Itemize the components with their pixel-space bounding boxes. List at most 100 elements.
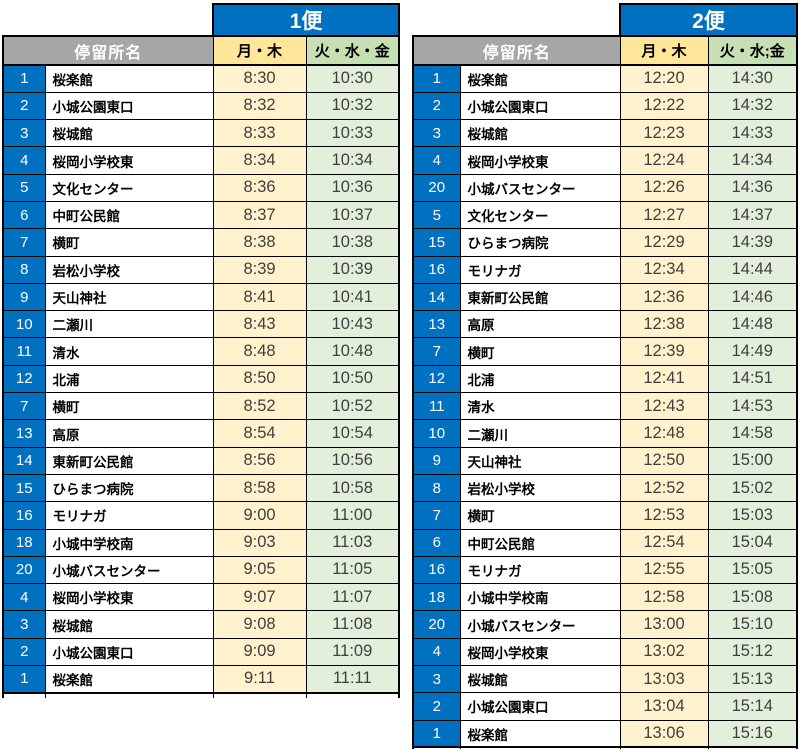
stop-name: 小城バスセンター [459, 610, 621, 639]
stop-name: 天山神社 [44, 282, 214, 312]
time-tue-wed-fri: 10:52 [305, 392, 400, 421]
time-tue-wed-fri: 11:05 [305, 555, 400, 585]
time-mon-thu: 12:53 [619, 501, 709, 530]
stop-name: 桜城館 [44, 610, 214, 639]
stop-name: 中町公民館 [44, 200, 214, 230]
time-tue-wed-fri: 14:34 [707, 146, 798, 175]
time-tue-wed-fri: 15:02 [707, 473, 798, 503]
time-tue-wed-fri: 15:04 [707, 528, 798, 557]
stop-number: 12 [2, 364, 46, 394]
stop-number: 20 [412, 173, 461, 202]
stop-number: 5 [2, 173, 46, 202]
table-row: 5 文化センター 12:27 14:37 [412, 200, 798, 230]
time-tue-wed-fri: 10:56 [305, 446, 400, 475]
stop-name: 桜岡小学校東 [44, 583, 214, 612]
stop-number: 10 [2, 310, 46, 339]
stop-name: 桜城館 [459, 665, 621, 694]
table-row: 3 桜城館 12:23 14:33 [412, 119, 798, 148]
time-tue-wed-fri: 14:48 [707, 310, 798, 339]
time-mon-thu: 8:58 [212, 473, 307, 503]
cropped-gridline-stub [2, 692, 400, 698]
time-mon-thu: 12:34 [619, 255, 709, 284]
stop-name: 小城公園東口 [44, 91, 214, 121]
time-tue-wed-fri: 10:43 [305, 310, 400, 339]
stop-name: 小城バスセンター [44, 555, 214, 585]
time-mon-thu: 13:06 [619, 719, 709, 749]
time-tue-wed-fri: 14:32 [707, 91, 798, 121]
time-mon-thu: 12:23 [619, 119, 709, 148]
time-mon-thu: 8:52 [212, 392, 307, 421]
table-row: 20 小城バスセンター 9:05 11:05 [2, 555, 400, 585]
table-row: 3 桜城館 8:33 10:33 [2, 119, 400, 148]
time-mon-thu: 12:39 [619, 337, 709, 366]
trip-2-header: 2便 [619, 3, 798, 37]
time-mon-thu: 12:36 [619, 282, 709, 312]
stop-number: 9 [2, 282, 46, 312]
time-mon-thu: 8:32 [212, 91, 307, 121]
table-row: 7 横町 12:39 14:49 [412, 337, 798, 366]
table-row: 20 小城バスセンター 13:00 15:10 [412, 610, 798, 639]
stop-number: 7 [2, 228, 46, 257]
stop-number: 4 [412, 637, 461, 667]
blank-corner [3, 4, 213, 36]
stop-number: 7 [412, 337, 461, 366]
table-row: 11 清水 12:43 14:53 [412, 392, 798, 421]
table-row: 4 桜岡小学校東 13:02 15:12 [412, 637, 798, 667]
stop-name: 横町 [44, 228, 214, 257]
time-tue-wed-fri: 15:14 [707, 692, 798, 721]
stop-number: 20 [2, 555, 46, 585]
table-row: 7 横町 8:38 10:38 [2, 228, 400, 257]
time-mon-thu: 9:11 [212, 665, 307, 694]
time-tue-wed-fri: 15:10 [707, 610, 798, 639]
table-row: 2 小城公園東口 13:04 15:14 [412, 692, 798, 721]
column-header-row: 停留所名 月・木 火・水・金 [2, 35, 400, 66]
trip-1-header: 1便 [212, 3, 400, 37]
stop-name: 桜楽館 [459, 719, 621, 749]
table-row: 3 桜城館 13:03 15:13 [412, 665, 798, 694]
stop-name: 岩松小学校 [44, 255, 214, 284]
time-mon-thu: 8:34 [212, 146, 307, 175]
time-mon-thu: 9:07 [212, 583, 307, 612]
stop-name: 横町 [459, 337, 621, 366]
time-tue-wed-fri: 10:58 [305, 473, 400, 503]
stop-name: 桜城館 [44, 119, 214, 148]
time-tue-wed-fri: 10:54 [305, 419, 400, 448]
time-tue-wed-fri: 10:41 [305, 282, 400, 312]
time-mon-thu: 12:52 [619, 473, 709, 503]
column-header-row: 停留所名 月・木 火・水;金 [412, 35, 798, 66]
table-row: 20 小城バスセンター 12:26 14:36 [412, 173, 798, 202]
table-row: 1 桜楽館 13:06 15:16 [412, 719, 798, 749]
stop-name-header: 停留所名 [412, 35, 621, 66]
time-tue-wed-fri: 11:03 [305, 528, 400, 557]
table-row: 14 東新町公民館 8:56 10:56 [2, 446, 400, 475]
time-mon-thu: 13:03 [619, 665, 709, 694]
table-row: 2 小城公園東口 9:09 11:09 [2, 637, 400, 667]
stop-number: 15 [2, 473, 46, 503]
table-row: 13 高原 8:54 10:54 [2, 419, 400, 448]
time-mon-thu: 12:54 [619, 528, 709, 557]
time-tue-wed-fri: 15:08 [707, 583, 798, 612]
table-row: 6 中町公民館 8:37 10:37 [2, 200, 400, 230]
table-row: 18 小城中学校南 9:03 11:03 [2, 528, 400, 557]
time-mon-thu: 9:08 [212, 610, 307, 639]
stop-number: 9 [412, 446, 461, 475]
time-tue-wed-fri: 11:09 [305, 637, 400, 667]
time-tue-wed-fri: 10:30 [305, 64, 400, 93]
time-mon-thu: 9:09 [212, 637, 307, 667]
stop-number: 8 [2, 255, 46, 284]
stop-name: 小城公園東口 [459, 692, 621, 721]
time-tue-wed-fri: 15:12 [707, 637, 798, 667]
time-tue-wed-fri: 10:50 [305, 364, 400, 394]
stop-number: 14 [2, 446, 46, 475]
time-tue-wed-fri: 10:37 [305, 200, 400, 230]
stop-number: 15 [412, 228, 461, 257]
blank-corner [413, 4, 620, 36]
stop-name: モリナガ [44, 501, 214, 530]
stop-number: 3 [412, 119, 461, 148]
stop-name: 文化センター [44, 173, 214, 202]
stop-name: 文化センター [459, 200, 621, 230]
stop-name: 北浦 [44, 364, 214, 394]
table-row: 1 桜楽館 12:20 14:30 [412, 64, 798, 93]
stop-name: 清水 [44, 337, 214, 366]
stop-number: 18 [412, 583, 461, 612]
